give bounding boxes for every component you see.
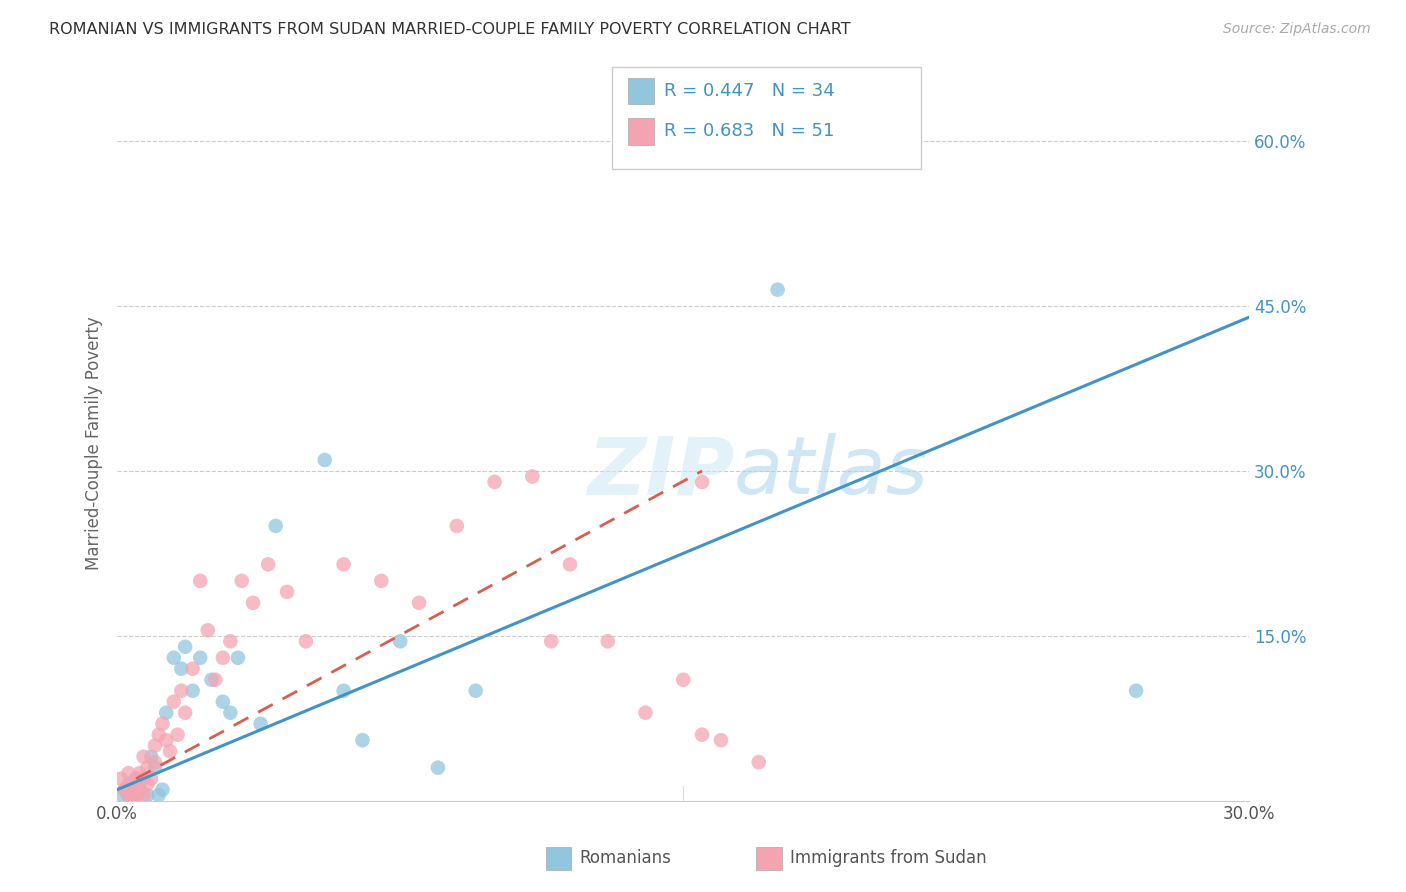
Point (558, 558, 581, 572)
Point (188, 574, 211, 588)
Point (155, 733, 177, 747)
Y-axis label: Married-Couple Family Poverty: Married-Couple Family Poverty (86, 317, 103, 570)
Point (332, 558, 354, 572)
Text: R = 0.683   N = 51: R = 0.683 N = 51 (664, 122, 834, 140)
Point (426, 761, 449, 775)
Point (152, 782, 174, 797)
Point (540, 634, 562, 648)
Point (408, 596, 430, 610)
Point (136, 777, 159, 791)
Point (110, 788, 132, 802)
Point (332, 683, 354, 698)
Point (114, 782, 136, 797)
Point (1125, 683, 1147, 698)
Point (257, 558, 280, 572)
Point (211, 650, 233, 665)
Point (117, 777, 139, 791)
Point (132, 749, 155, 764)
Text: ROMANIAN VS IMMIGRANTS FROM SUDAN MARRIED-COUPLE FAMILY POVERTY CORRELATION CHAR: ROMANIAN VS IMMIGRANTS FROM SUDAN MARRIE… (49, 22, 851, 37)
Point (295, 634, 318, 648)
Point (264, 519, 287, 533)
Point (128, 782, 150, 797)
Point (242, 596, 264, 610)
Point (219, 634, 242, 648)
Point (634, 706, 657, 720)
Point (148, 728, 170, 742)
Point (522, 469, 544, 483)
Point (464, 683, 486, 698)
Text: Immigrants from Sudan: Immigrants from Sudan (790, 849, 987, 867)
Point (125, 788, 148, 802)
Text: R = 0.447   N = 34: R = 0.447 N = 34 (664, 82, 834, 100)
Point (141, 772, 163, 786)
Point (231, 574, 253, 588)
Point (389, 634, 412, 648)
Point (143, 739, 166, 753)
Point (596, 634, 619, 648)
Point (170, 683, 193, 698)
Text: Source: ZipAtlas.com: Source: ZipAtlas.com (1223, 22, 1371, 37)
Point (181, 662, 204, 676)
Point (174, 706, 197, 720)
Point (204, 673, 226, 687)
Point (141, 749, 163, 764)
Point (276, 584, 298, 599)
Point (748, 755, 770, 769)
Point (200, 673, 222, 687)
Point (117, 766, 139, 780)
Text: Romanians: Romanians (579, 849, 671, 867)
Point (197, 624, 219, 638)
Point (219, 706, 242, 720)
Point (690, 475, 713, 489)
Point (170, 662, 193, 676)
Point (110, 772, 132, 786)
Point (114, 782, 136, 797)
Point (370, 574, 392, 588)
Point (159, 744, 181, 758)
Point (672, 673, 695, 687)
Point (121, 777, 143, 791)
Point (690, 728, 713, 742)
Point (211, 695, 233, 709)
Point (766, 283, 789, 297)
Point (125, 772, 148, 786)
Point (128, 766, 150, 780)
Point (314, 453, 336, 467)
Point (188, 650, 211, 665)
Text: ZIP: ZIP (588, 433, 734, 511)
Point (166, 728, 188, 742)
Point (446, 519, 468, 533)
Point (143, 761, 166, 775)
Point (132, 772, 155, 786)
Point (181, 683, 204, 698)
Point (249, 716, 271, 731)
Point (136, 788, 159, 802)
Point (163, 695, 186, 709)
Point (143, 755, 166, 769)
Point (152, 716, 174, 731)
Point (155, 706, 177, 720)
Point (163, 650, 186, 665)
Point (128, 782, 150, 797)
Point (226, 650, 249, 665)
Point (148, 788, 170, 802)
Point (136, 761, 159, 775)
Point (174, 640, 197, 654)
Point (710, 733, 733, 747)
Point (352, 733, 374, 747)
Point (117, 788, 139, 802)
Point (132, 788, 155, 802)
Point (121, 788, 143, 802)
Point (125, 788, 148, 802)
Point (125, 772, 148, 786)
Point (484, 475, 506, 489)
Point (121, 785, 143, 799)
Text: atlas: atlas (734, 433, 929, 511)
Point (117, 788, 139, 802)
